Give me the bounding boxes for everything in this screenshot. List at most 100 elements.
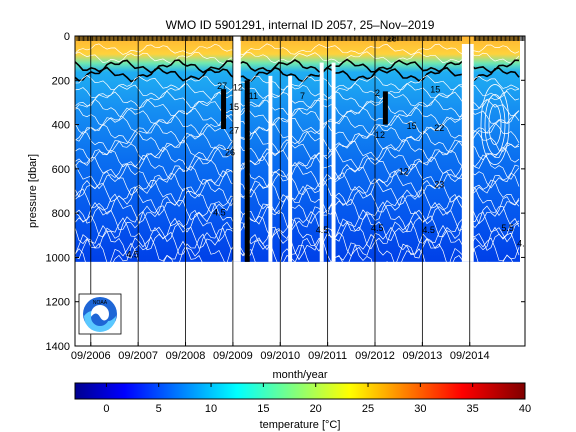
x-tick-label: 09/2011: [308, 350, 347, 362]
x-tick-label: 09/2009: [213, 350, 253, 362]
isotherm-line: [75, 154, 520, 181]
colorbar-tick-label: 30: [414, 403, 426, 415]
contour-label: 2: [375, 88, 380, 98]
y-tick-label: 1000: [46, 252, 70, 264]
isotherm-line: [75, 106, 520, 127]
colorbar-tick-label: 20: [310, 403, 322, 415]
colorbar-label: temperature [°C]: [260, 419, 341, 431]
x-axis-label: month/year: [272, 369, 327, 381]
x-tick-label: 09/2014: [450, 350, 490, 362]
data-gap: [288, 75, 293, 262]
colorbar-ticks: 0 5 10 15 20 25 30 35 40: [103, 383, 531, 415]
isotherm-line: [75, 185, 520, 217]
eddy-contour: [480, 84, 510, 165]
contour-label: 4.5: [371, 223, 384, 233]
contour-label: 15: [430, 84, 440, 94]
colorbar-tick-label: 15: [257, 403, 269, 415]
isotherm-line: [75, 51, 520, 65]
x-tick-label: 09/2010: [260, 350, 300, 362]
isotherm-line: [75, 43, 520, 56]
contour-label: 23: [434, 180, 444, 190]
colorbar-tick-label: 5: [156, 403, 162, 415]
x-tick-label: 09/2013: [402, 350, 442, 362]
isotherm-line: [75, 233, 520, 269]
x-tick-label: 09/2012: [355, 350, 395, 362]
data-gap: [319, 62, 324, 262]
contour-label: 26: [225, 148, 235, 158]
isotherm-line: [75, 98, 520, 118]
isotherm-line: [75, 193, 520, 225]
isotherm-line: [75, 138, 520, 163]
isotherm-line: [75, 209, 520, 243]
dense-contour-patch: [244, 80, 250, 262]
contour-label: 15: [229, 102, 239, 112]
data-gaps: [221, 36, 474, 262]
x-tick-label: 09/2006: [71, 350, 111, 362]
y-tick-label: 1400: [46, 341, 70, 353]
data-gap: [232, 36, 241, 262]
contour-label: 4.5: [517, 238, 530, 248]
dense-contour-patch: [221, 89, 227, 129]
isotherm-line: [75, 83, 520, 100]
data-gap: [268, 75, 273, 262]
plot-frame: [74, 35, 526, 347]
eddy-contour: [488, 104, 502, 145]
isotherm-line: [75, 217, 520, 252]
year-markers: [90, 36, 471, 346]
data-gap: [331, 62, 336, 262]
colorbar-tick-label: 25: [362, 403, 374, 415]
colorbar-tick-label: 10: [205, 403, 217, 415]
contour-label: 7: [300, 91, 305, 101]
contour-label: 27: [229, 125, 239, 135]
colorbar-tick-label: 40: [519, 403, 531, 415]
eddy-contour: [484, 94, 506, 155]
isotherm-line: [75, 58, 520, 74]
contour-label: 4.5: [126, 249, 139, 259]
contour-label: 4.5: [316, 225, 329, 235]
isotherm-line: [75, 90, 520, 109]
data-gap: [461, 43, 474, 262]
y-tick-label: 1200: [46, 297, 70, 309]
isotherm-line: [75, 114, 520, 136]
colorbar-tick-label: 0: [103, 403, 109, 415]
isotherm-line: [75, 224, 520, 261]
isotherm-line: [75, 66, 520, 83]
profile-markers: [76, 36, 525, 41]
y-tick-label: 0: [64, 31, 70, 43]
isotherm-line: [75, 74, 520, 91]
x-tick-label: 09/2007: [118, 350, 158, 362]
isotherm-line: [75, 240, 520, 279]
isotherm-line: [75, 170, 520, 198]
logo-text: NOAA: [93, 300, 108, 306]
isotherm-line: [75, 201, 520, 234]
chart-title: WMO ID 5901291, internal ID 2057, 25–Nov…: [166, 18, 435, 32]
contour-label: 11: [249, 91, 258, 101]
isotherm-line: [75, 122, 520, 145]
dense-contour-patch: [382, 91, 388, 125]
colorbar: [74, 382, 526, 400]
contour-label: 12: [375, 130, 385, 140]
isotherm-line: [75, 146, 520, 172]
contour-label: 5.5: [501, 223, 514, 233]
contour-label: 4.5: [422, 225, 435, 235]
isotherm-line: [75, 161, 520, 190]
y-axis: 0 200 400 600 800 1000 1200 1400: [46, 31, 525, 353]
x-axis: 09/2006 09/2007 09/2008 09/2009 09/2010 09/20…: [71, 342, 490, 362]
y-tick-label: 400: [52, 120, 70, 132]
y-tick-label: 800: [52, 208, 70, 220]
isotherm-line: [75, 177, 520, 208]
y-axis-label: pressure [dbar]: [27, 154, 39, 228]
isotherm-line: [75, 130, 520, 154]
contour-label: 22: [434, 123, 444, 133]
noaa-logo: NOAA: [78, 293, 122, 335]
contour-label: 27: [217, 81, 227, 91]
contour-label: 12: [399, 166, 409, 176]
y-tick-label: 200: [52, 75, 70, 87]
isotherm-contours: [75, 43, 520, 279]
contour-label: 15: [407, 121, 417, 131]
contour-label: 4.5: [213, 207, 226, 217]
colorbar-tick-label: 35: [467, 403, 479, 415]
x-tick-label: 09/2008: [166, 350, 206, 362]
